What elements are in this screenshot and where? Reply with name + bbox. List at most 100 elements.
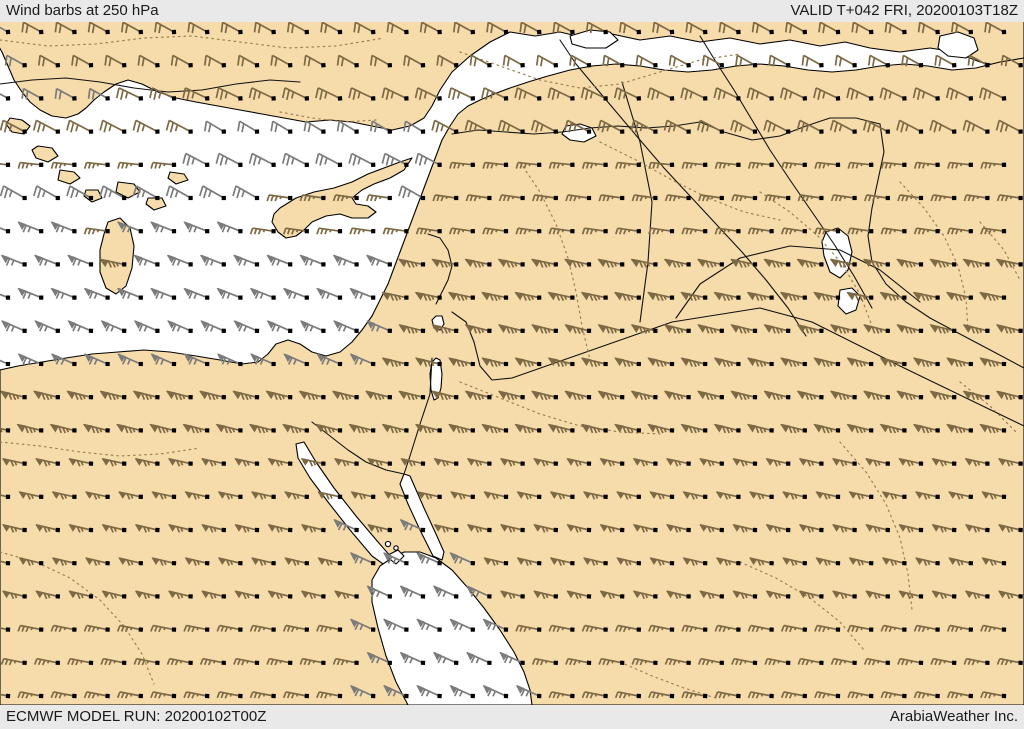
station-dot [553,262,558,267]
station-dot [39,229,44,234]
station-dot [603,29,608,35]
wind-barb [70,53,94,68]
wind-barb [99,390,127,402]
station-dot [968,428,973,433]
wind-barb [680,291,708,302]
station-dot [188,328,193,333]
station-dot [204,627,210,632]
wind-barb [415,684,442,699]
wind-barb [316,353,343,367]
station-dot [22,461,27,466]
station-dot [586,62,592,68]
wind-barb [83,353,110,367]
wind-barb [150,690,177,700]
wind-barb [867,53,891,68]
border-jordan-west [451,311,513,381]
wind-barb [746,423,774,435]
wind-barb [632,524,658,534]
wind-barb [497,324,525,335]
station-dot [719,395,724,400]
station-dot [769,96,774,101]
station-dot [487,594,492,599]
wind-barb [530,258,558,269]
station-dot [254,62,260,68]
wind-barb [415,227,442,236]
station-dot [503,494,509,499]
wind-barb [532,524,559,534]
map-viewport[interactable] [0,22,1024,705]
station-dot [304,560,310,566]
wind-barb [67,254,94,267]
station-dot [171,560,177,566]
station-dot [620,461,625,466]
station-dot [122,395,127,400]
wind-barb [613,423,641,435]
station-dot [537,428,542,433]
station-dot [5,29,11,35]
wind-barb [845,85,874,101]
wind-barb [831,457,857,468]
station-dot [935,627,940,632]
station-dot [802,361,807,367]
wind-barb [931,590,957,601]
wind-barb [614,227,641,236]
wind-barb [382,552,409,566]
wind-barb [282,690,310,700]
wind-barb [962,118,990,134]
wind-barb [863,657,891,667]
wind-barb [448,552,476,566]
station-dot [138,162,143,167]
wind-barb [398,258,426,269]
station-dot [1001,693,1007,699]
wind-barb [116,221,143,234]
wind-barb [248,151,276,167]
wind-barb [631,657,658,667]
wind-barb [765,590,791,601]
station-dot [736,295,741,300]
weather-map-canvas[interactable] [0,22,1024,705]
station-dot [869,229,874,234]
wind-barb [464,258,492,269]
station-dot [952,129,957,134]
wind-barb [565,194,592,202]
wind-barb [33,657,61,667]
station-dot [271,295,276,300]
wind-barb [929,324,957,335]
wind-barb [800,53,824,68]
station-dot [453,594,459,599]
station-dot [835,560,841,566]
wind-barb [150,221,177,234]
station-dot [985,262,990,267]
wind-barb [581,160,608,170]
wind-barb [331,390,359,402]
station-dot [653,527,658,533]
station-dot [72,361,77,367]
station-dot [487,527,492,533]
wind-barb [234,524,260,534]
border-iraq-saudi [675,245,921,319]
station-dot [703,229,708,234]
wind-barb [0,118,27,134]
wind-barb [580,357,608,368]
station-dot [819,594,824,599]
wind-barb [682,557,708,568]
station-dot [5,229,11,234]
wind-barb [751,22,774,35]
station-dot [669,29,675,35]
station-dot [72,428,77,433]
station-dot [1018,62,1023,68]
station-dot [619,62,625,68]
wind-barb [166,320,193,333]
station-dot [819,395,824,400]
station-dot [304,494,309,499]
station-dot [420,195,426,201]
station-dot [653,262,658,267]
wind-barb [17,353,44,367]
wind-barb [87,86,110,101]
station-dot [785,660,791,666]
wind-barb [863,194,890,202]
wind-barb [632,590,658,601]
station-dot [769,29,774,35]
wind-barb [416,491,442,501]
station-dot [935,560,940,566]
